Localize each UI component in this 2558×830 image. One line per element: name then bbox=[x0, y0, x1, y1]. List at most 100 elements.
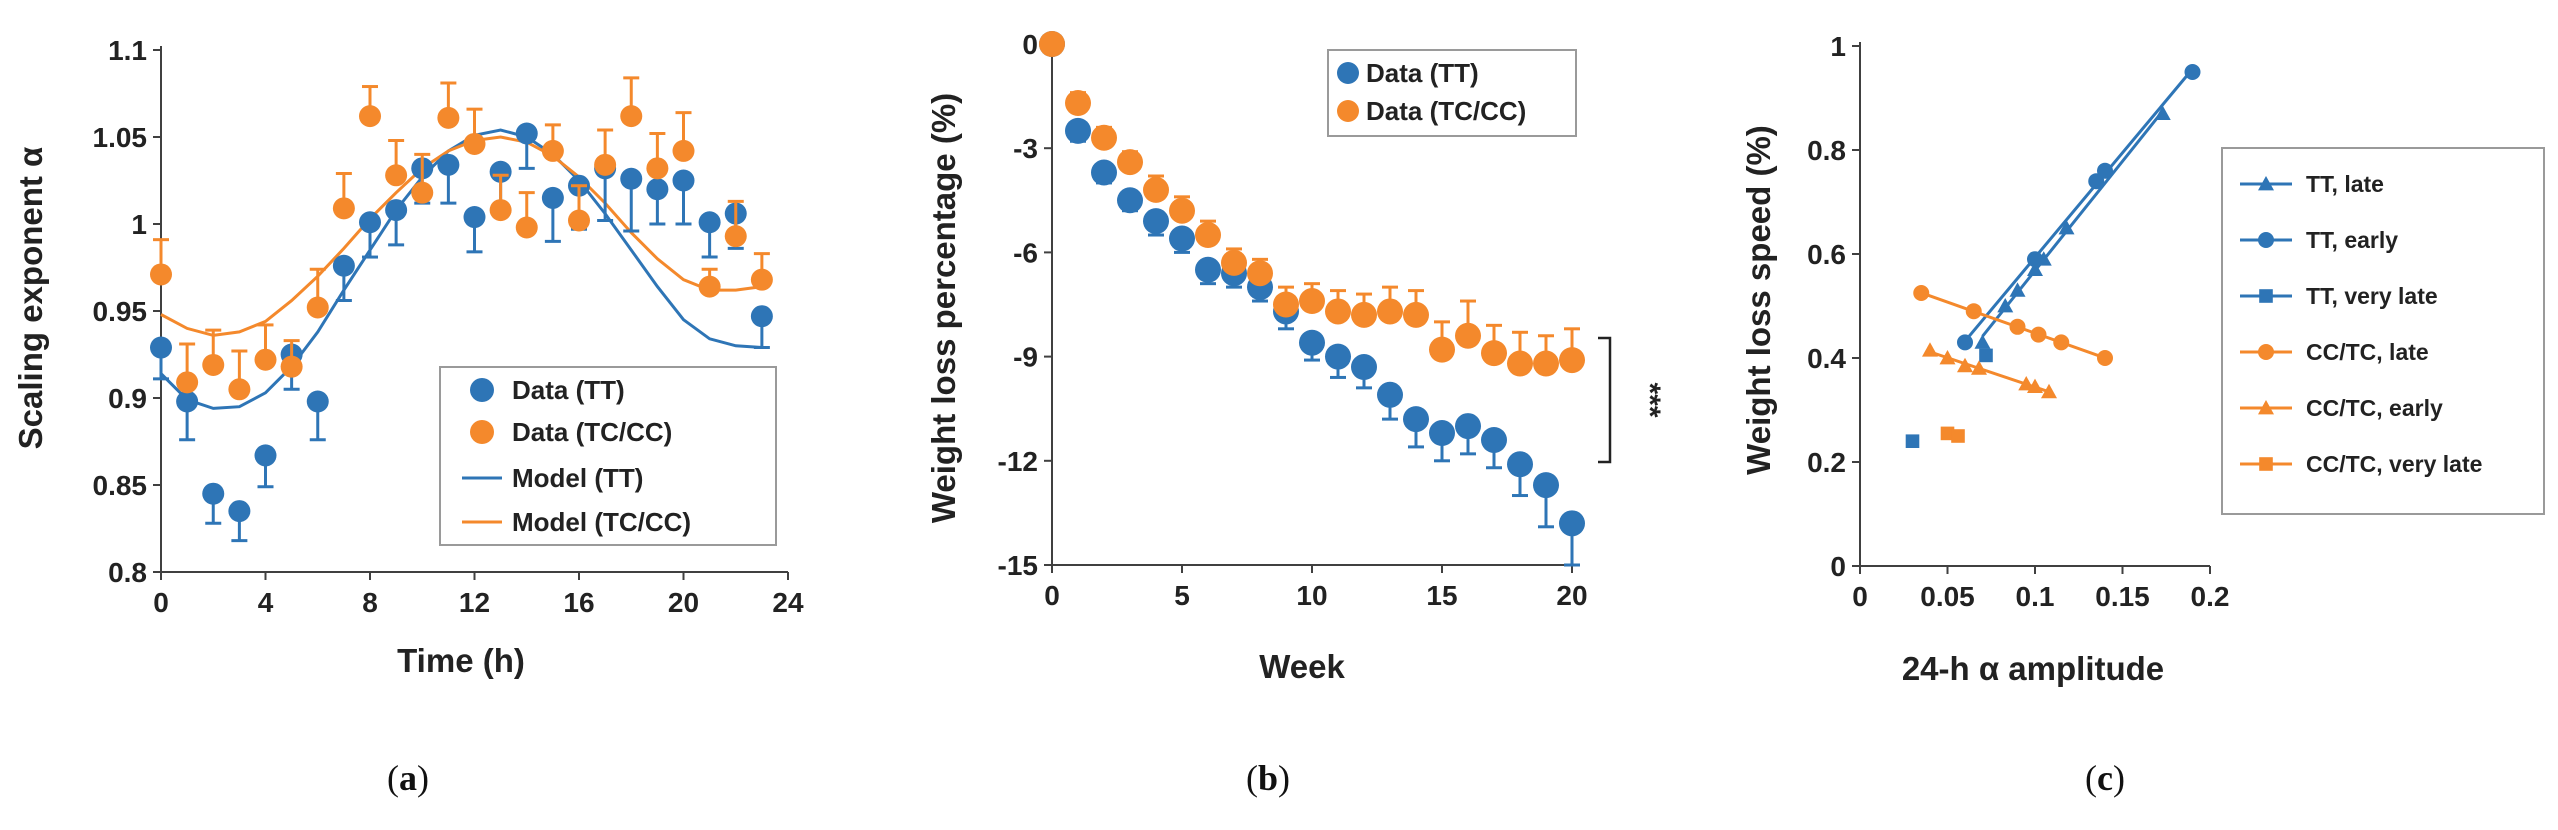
panel-a-legend: Data (TT) Data (TC/CC) Model (TT) Model … bbox=[439, 366, 777, 546]
panel-a-y-tick-label: 1.1 bbox=[108, 35, 147, 66]
panel-a-point-tt bbox=[672, 169, 695, 192]
panel-b-y-tick-label: -12 bbox=[998, 446, 1038, 477]
panel-c-marks bbox=[1905, 64, 2201, 448]
panel-b-point-tt bbox=[1533, 472, 1559, 499]
panel-a-point-tt bbox=[385, 199, 408, 222]
panel-c-point bbox=[1940, 426, 1955, 441]
panel-b-point-tt bbox=[1455, 413, 1481, 440]
panel-b-point-tc bbox=[1143, 176, 1169, 203]
legend-a-model-tt: Model (TT) bbox=[512, 463, 643, 493]
panel-b-point-tt bbox=[1481, 426, 1507, 453]
legend-c-label: CC/TC, very late bbox=[2306, 451, 2482, 477]
panel-a-point-tc bbox=[515, 216, 538, 239]
panel-a-point-tc bbox=[202, 353, 225, 376]
significance-bracket bbox=[1598, 336, 1612, 464]
panel-a-point-tc bbox=[306, 296, 329, 319]
legend-a-model-tc: Model (TC/CC) bbox=[512, 507, 691, 537]
panel-c-y-tick-label: 0.8 bbox=[1807, 135, 1846, 166]
panel-a-point-tt bbox=[463, 206, 486, 229]
panel-b-point-tc bbox=[1533, 350, 1559, 377]
panel-a-point-tc bbox=[176, 371, 199, 394]
panel-b-point-tt bbox=[1117, 187, 1143, 214]
panel-c-x-tick-label: 0.2 bbox=[2191, 581, 2230, 612]
panel-a-x-tick-label: 8 bbox=[362, 587, 378, 618]
panel-a-model-line-tc bbox=[160, 135, 763, 337]
panel-c-axes: 0 0.05 0.1 0.15 0.2 0 0.2 0.4 0.6 0.8 1 bbox=[1807, 31, 2229, 612]
panel-b-y-tick-label: -15 bbox=[998, 550, 1038, 581]
panel-c-point bbox=[2041, 383, 2057, 399]
panel-a-marks bbox=[150, 76, 773, 543]
panel-a-y-tick-label: 0.8 bbox=[108, 557, 147, 588]
panel-a-point-tc bbox=[280, 355, 303, 378]
panel-a-point-tc bbox=[568, 209, 590, 232]
panel-c-point bbox=[2058, 220, 2075, 235]
legend-c-label: TT, early bbox=[2306, 227, 2398, 253]
panel-b-point-tt bbox=[1377, 381, 1403, 408]
panel-a-x-tick-label: 16 bbox=[563, 587, 594, 618]
panel-c-trend-line bbox=[1963, 68, 2194, 343]
panel-c-point bbox=[1939, 350, 1956, 365]
legend-c-marker bbox=[2258, 176, 2274, 191]
panel-b-caption: (b) bbox=[1246, 758, 1290, 798]
legend-c-label: CC/TC, early bbox=[2306, 395, 2443, 421]
panel-a-point-tc bbox=[150, 263, 172, 286]
legend-c-marker bbox=[2258, 232, 2274, 248]
panel-b-point-tt bbox=[1091, 159, 1117, 186]
panel-a-point-tc bbox=[698, 275, 721, 298]
panel-c-point bbox=[2053, 334, 2070, 351]
legend-a-marker-data-tt bbox=[470, 378, 494, 402]
panel-a-point-tt bbox=[541, 186, 564, 209]
panel-c-x-tick-label: 0.15 bbox=[2095, 581, 2150, 612]
panel-a-x-tick-label: 12 bbox=[459, 587, 490, 618]
panel-c-point bbox=[2009, 318, 2026, 335]
panel-a-point-tt bbox=[228, 500, 251, 523]
panel-b-point-tt bbox=[1143, 208, 1169, 235]
legend-c-marker bbox=[2259, 457, 2273, 471]
panel-c-point bbox=[1951, 429, 1965, 443]
panel-b-point-tc bbox=[1481, 340, 1507, 367]
panel-b-point-tt bbox=[1065, 117, 1091, 144]
legend-a-marker-data-tc bbox=[470, 420, 494, 444]
panel-a-point-tt bbox=[306, 390, 329, 413]
panel-c-x-tick-label: 0.05 bbox=[1920, 581, 1975, 612]
legend-c-label: TT, late bbox=[2306, 171, 2384, 197]
panel-a-point-tt bbox=[359, 211, 381, 234]
panel-a-point-tc bbox=[411, 181, 434, 204]
panel-a-point-tc bbox=[594, 153, 617, 176]
panel-c-point bbox=[2027, 251, 2043, 268]
panel-a-point-tt bbox=[202, 482, 225, 505]
legend-a-data-tt: Data (TT) bbox=[512, 375, 625, 405]
panel-c-x-tick-label: 0.1 bbox=[2016, 581, 2055, 612]
panel-a-point-tt bbox=[489, 160, 512, 183]
panel-b-point-tc bbox=[1221, 249, 1247, 276]
legend-c-marker bbox=[2258, 344, 2274, 360]
panel-a-point-tc bbox=[750, 268, 773, 291]
panel-a-point-tt bbox=[150, 336, 172, 359]
panel-b-point-tt bbox=[1325, 343, 1351, 370]
panel-a-x-tick-label: 24 bbox=[772, 587, 804, 618]
panel-a-point-tt bbox=[698, 211, 721, 234]
panel-c-ylabel: Weight loss speed (%) bbox=[1740, 125, 1777, 475]
panel-b-ylabel: Weight loss percentage (%) bbox=[925, 93, 962, 523]
panel-a-point-tc bbox=[359, 105, 381, 128]
panel-b-point-tt bbox=[1507, 451, 1533, 478]
panel-b-point-tc bbox=[1195, 222, 1221, 249]
panel-c-point bbox=[1957, 334, 1973, 351]
panel-b-point-tc bbox=[1403, 301, 1429, 328]
panel-c-point bbox=[1997, 298, 2014, 313]
panel-b-point-tc bbox=[1117, 149, 1143, 176]
panel-a-point-tc bbox=[463, 132, 486, 155]
panel-c-point bbox=[2030, 326, 2047, 343]
significance-label: *** bbox=[1633, 382, 1666, 417]
panel-a-y-tick-label: 0.9 bbox=[108, 383, 147, 414]
panel-a-point-tc bbox=[437, 106, 460, 129]
panel-a-point-tc bbox=[489, 199, 512, 222]
panel-c-y-tick-label: 0.4 bbox=[1807, 343, 1846, 374]
panel-a-legend-box bbox=[439, 366, 777, 546]
panel-b-point-tc bbox=[1377, 298, 1403, 325]
panel-c-point bbox=[2009, 282, 2026, 297]
panel-c-point bbox=[2027, 378, 2043, 393]
panel-c-point bbox=[2018, 376, 2035, 391]
legend-b-marker-data-tc bbox=[1337, 100, 1359, 122]
legend-b-data-tt: Data (TT) bbox=[1366, 58, 1479, 88]
